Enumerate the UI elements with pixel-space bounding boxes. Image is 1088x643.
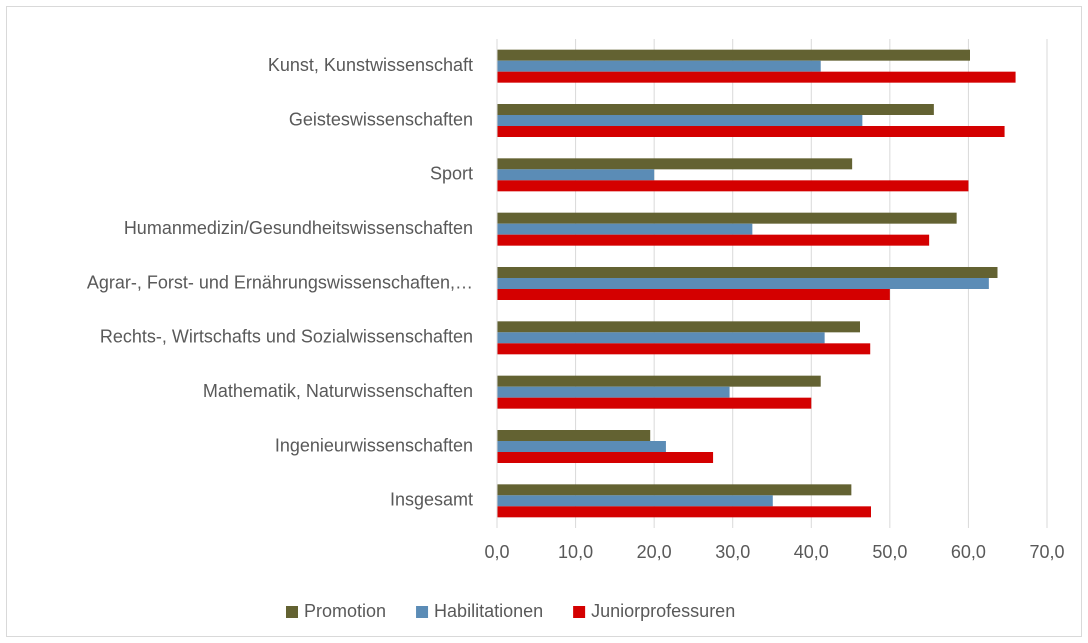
bar <box>497 234 930 246</box>
bar <box>497 430 651 441</box>
legend-swatch <box>286 606 298 618</box>
y-tick-label: Ingenieurwissenschaften <box>275 435 473 455</box>
bar <box>497 267 998 278</box>
bar <box>497 332 825 344</box>
bar <box>497 223 753 235</box>
bar <box>497 506 871 518</box>
legend-swatch <box>416 606 429 618</box>
bar <box>497 60 821 72</box>
bar <box>497 343 871 355</box>
bar <box>497 397 812 409</box>
legend-label: Habilitationen <box>434 601 543 621</box>
bar <box>497 49 970 61</box>
y-tick-label: Agrar-, Forst- und Ernährungswissenschaf… <box>87 272 473 292</box>
x-tick-label: 70,0 <box>1029 542 1064 562</box>
legend-swatch <box>573 606 586 618</box>
x-tick-label: 0,0 <box>484 542 509 562</box>
bar <box>497 158 853 170</box>
bar <box>497 169 655 181</box>
bar <box>497 180 969 192</box>
y-tick-label: Insgesamt <box>390 490 473 510</box>
bar <box>497 495 773 507</box>
x-tick-label: 20,0 <box>637 542 672 562</box>
bar <box>497 71 1016 83</box>
y-tick-label: Rechts-, Wirtschafts und Sozialwissensch… <box>100 327 473 347</box>
bar <box>497 321 860 333</box>
y-tick-label: Humanmedizin/Gesundheitswissenschaften <box>124 218 473 238</box>
bar <box>497 484 852 496</box>
bar <box>497 452 714 463</box>
legend-label: Promotion <box>304 601 386 621</box>
bar <box>497 278 989 289</box>
bar <box>497 386 730 398</box>
y-tick-label: Mathematik, Naturwissenschaften <box>203 381 473 401</box>
bar <box>497 375 821 387</box>
bar <box>497 115 863 126</box>
bar <box>497 126 1005 137</box>
x-tick-label: 60,0 <box>951 542 986 562</box>
x-tick-label: 10,0 <box>558 542 593 562</box>
bar <box>497 212 957 224</box>
bar <box>497 441 666 452</box>
legend-label: Juniorprofessuren <box>591 601 735 621</box>
x-tick-label: 40,0 <box>794 542 829 562</box>
y-tick-label: Geisteswissenschaften <box>289 109 473 129</box>
x-tick-label: 50,0 <box>872 542 907 562</box>
bar <box>497 289 890 300</box>
x-tick-label: 30,0 <box>715 542 750 562</box>
y-tick-label: Kunst, Kunstwissenschaft <box>268 55 473 75</box>
bar <box>497 104 934 115</box>
y-tick-label: Sport <box>430 164 473 184</box>
